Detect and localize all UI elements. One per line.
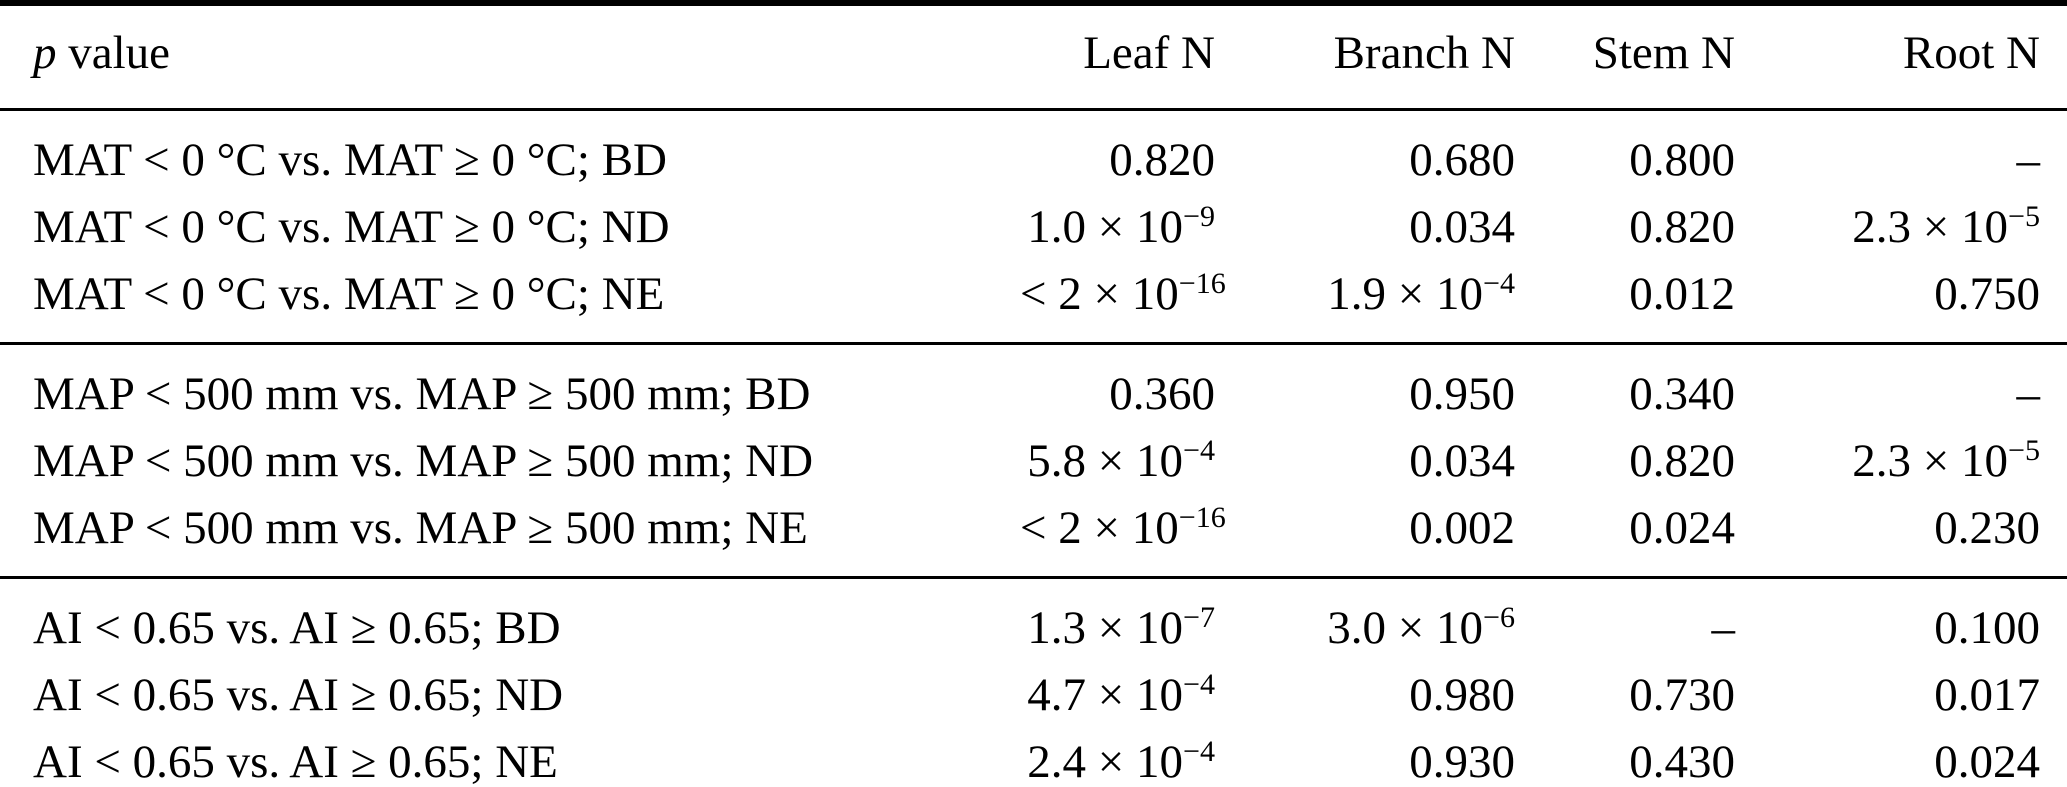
p-value-cell: 1.3 × 10−7 [1027, 600, 1215, 654]
column-header-p-value: p value [0, 3, 1020, 110]
p-value-cell: 0.340 [1629, 367, 1735, 420]
row-label: MAT < 0 °C vs. MAT ≥ 0 °C; ND [33, 200, 670, 253]
table-row: MAP < 500 mm vs. MAP ≥ 500 mm; NE < 2 × … [0, 494, 2067, 578]
row-label: AI < 0.65 vs. AI ≥ 0.65; ND [33, 668, 564, 721]
table-row: MAP < 500 mm vs. MAP ≥ 500 mm; BD 0.360 … [0, 344, 2067, 428]
p-value-cell: 0.430 [1629, 735, 1735, 787]
p-value-cell: 0.034 [1409, 434, 1515, 487]
table-row: AI < 0.65 vs. AI ≥ 0.65; NE 2.4 × 10−4 0… [0, 728, 2067, 787]
table-row: MAP < 500 mm vs. MAP ≥ 500 mm; ND 5.8 × … [0, 427, 2067, 494]
p-value-cell: < 2 × 10−16 [1020, 500, 1226, 554]
row-label: AI < 0.65 vs. AI ≥ 0.65; NE [33, 735, 558, 787]
row-label: AI < 0.65 vs. AI ≥ 0.65; BD [33, 601, 561, 654]
p-value-cell: – [2016, 133, 2041, 186]
p-value-label: value [68, 27, 171, 79]
p-value-cell: 4.7 × 10−4 [1027, 667, 1215, 721]
p-value-cell: 0.360 [1109, 367, 1215, 420]
p-value-cell: 5.8 × 10−4 [1027, 433, 1215, 487]
p-value-cell: < 2 × 10−16 [1020, 266, 1226, 320]
p-value-cell: 0.750 [1934, 267, 2040, 320]
column-header-leaf-n: Leaf N [1083, 27, 1215, 79]
p-value-cell: 0.012 [1629, 267, 1735, 320]
p-value-cell: 0.820 [1629, 200, 1735, 253]
p-value-cell: 0.820 [1629, 434, 1735, 487]
p-value-cell: 3.0 × 10−6 [1327, 600, 1515, 654]
row-label: MAP < 500 mm vs. MAP ≥ 500 mm; ND [33, 434, 814, 487]
table-row: MAT < 0 °C vs. MAT ≥ 0 °C; BD 0.820 0.68… [0, 110, 2067, 194]
p-value-cell: – [1711, 601, 1736, 654]
p-value-cell: 0.680 [1409, 133, 1515, 186]
p-value-cell: 0.730 [1629, 668, 1735, 721]
p-value-cell: 0.100 [1934, 601, 2040, 654]
table-header-row: p value Leaf N Branch N Stem N Root N [0, 3, 2067, 110]
table-row: AI < 0.65 vs. AI ≥ 0.65; ND 4.7 × 10−4 0… [0, 661, 2067, 728]
p-value-cell: – [2016, 367, 2041, 420]
p-symbol: p [33, 27, 57, 79]
column-header-stem-n: Stem N [1592, 27, 1735, 79]
p-value-cell: 1.9 × 10−4 [1327, 266, 1515, 320]
p-value-cell: 2.3 × 10−5 [1852, 433, 2040, 487]
p-value-cell: 0.930 [1409, 735, 1515, 787]
section-mat: MAT < 0 °C vs. MAT ≥ 0 °C; BD 0.820 0.68… [0, 110, 2067, 344]
p-value-cell: 0.950 [1409, 367, 1515, 420]
column-header-root-n: Root N [1902, 27, 2040, 79]
p-value-cell: 1.0 × 10−9 [1027, 199, 1215, 253]
section-map: MAP < 500 mm vs. MAP ≥ 500 mm; BD 0.360 … [0, 343, 2067, 578]
section-ai: AI < 0.65 vs. AI ≥ 0.65; BD 1.3 × 10−7 3… [0, 577, 2067, 787]
table-header: p value Leaf N Branch N Stem N Root N [0, 3, 2067, 110]
table-row: MAT < 0 °C vs. MAT ≥ 0 °C; ND 1.0 × 10−9… [0, 193, 2067, 260]
table-row: MAT < 0 °C vs. MAT ≥ 0 °C; NE < 2 × 10−1… [0, 260, 2067, 344]
p-value-cell: 0.034 [1409, 200, 1515, 253]
p-value-cell: 0.024 [1934, 735, 2040, 787]
p-value-cell: 0.230 [1934, 501, 2040, 554]
p-value-cell: 2.3 × 10−5 [1852, 199, 2040, 253]
row-label: MAP < 500 mm vs. MAP ≥ 500 mm; BD [33, 367, 811, 420]
row-label: MAT < 0 °C vs. MAT ≥ 0 °C; NE [33, 267, 665, 320]
p-value-cell: 0.980 [1409, 668, 1515, 721]
p-value-cell: 0.800 [1629, 133, 1735, 186]
p-value-cell: 0.820 [1109, 133, 1215, 186]
column-header-branch-n: Branch N [1333, 27, 1515, 79]
p-value-cell: 2.4 × 10−4 [1027, 734, 1215, 787]
p-value-cell: 0.017 [1934, 668, 2040, 721]
table-row: AI < 0.65 vs. AI ≥ 0.65; BD 1.3 × 10−7 3… [0, 578, 2067, 662]
p-value-cell: 0.024 [1629, 501, 1735, 554]
row-label: MAT < 0 °C vs. MAT ≥ 0 °C; BD [33, 133, 667, 186]
p-value-cell: 0.002 [1409, 501, 1515, 554]
row-label: MAP < 500 mm vs. MAP ≥ 500 mm; NE [33, 501, 808, 554]
